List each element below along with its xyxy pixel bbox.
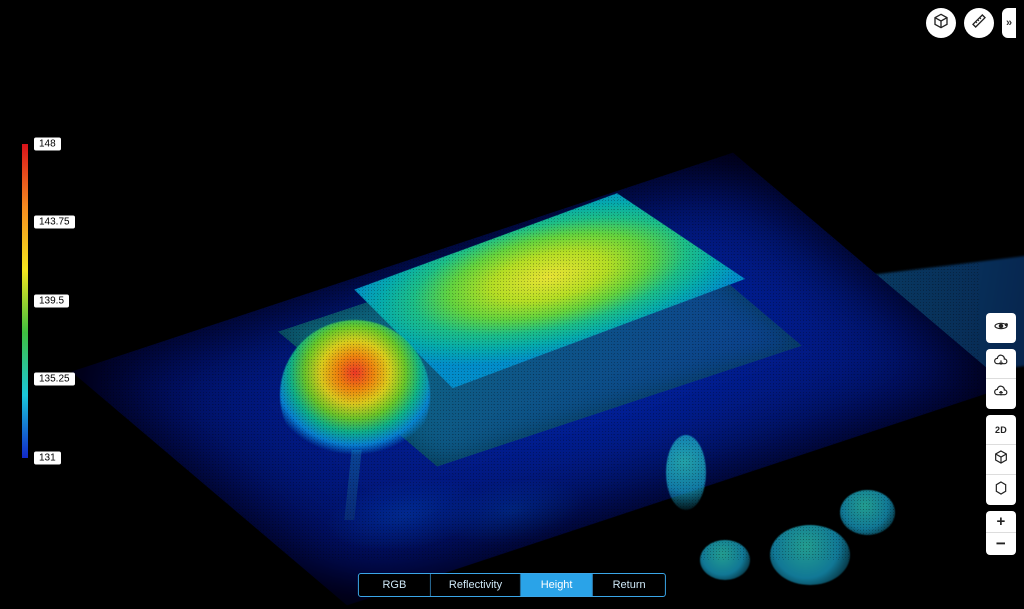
cloud-upload-button[interactable] (986, 379, 1016, 409)
mode-tab-rgb[interactable]: RGB (359, 574, 431, 596)
orbit-icon (993, 318, 1009, 339)
shrub (700, 540, 750, 580)
zoom-group: + − (986, 511, 1016, 555)
cube-tool-button[interactable] (926, 8, 956, 38)
mode-tab-height[interactable]: Height (521, 574, 593, 596)
tree-canopy (280, 320, 430, 470)
box-view-button[interactable] (986, 445, 1016, 475)
plus-icon: + (996, 513, 1005, 530)
zoom-in-button[interactable]: + (986, 511, 1016, 533)
legend-tick: 131 (34, 452, 61, 465)
cloud-tool-group (986, 349, 1016, 409)
shrub (770, 525, 850, 585)
legend-gradient-bar (22, 144, 28, 458)
cloud-download-button[interactable] (986, 349, 1016, 379)
scene (100, 130, 980, 560)
side-toolbar: 2D + − (986, 313, 1016, 555)
mode-tab-return[interactable]: Return (593, 574, 665, 596)
expand-panel-button[interactable]: » (1002, 8, 1016, 38)
view-tool-group: 2D (986, 415, 1016, 505)
legend-tick: 148 (34, 138, 61, 151)
view-2d-button[interactable]: 2D (986, 415, 1016, 445)
mode-tab-reflectivity[interactable]: Reflectivity (431, 574, 521, 596)
chevron-right-icon: » (1006, 17, 1012, 29)
legend-tick: 135.25 (34, 373, 75, 386)
shrub (666, 435, 706, 510)
hexagon-view-button[interactable] (986, 475, 1016, 505)
shrub (840, 490, 895, 535)
orbit-tool-button[interactable] (986, 313, 1016, 343)
cloud-upload-icon (993, 384, 1009, 405)
top-toolbar: » (926, 8, 1016, 38)
ruler-tool-button[interactable] (964, 8, 994, 38)
cube-icon (933, 13, 949, 34)
color-mode-tabs: RGB Reflectivity Height Return (358, 573, 666, 597)
minus-icon: − (996, 534, 1006, 554)
cloud-download-icon (993, 353, 1009, 374)
height-color-legend: 148 143.75 139.5 135.25 131 (14, 136, 68, 466)
point-cloud-viewport[interactable] (0, 0, 1024, 609)
hexagon-icon (993, 480, 1009, 501)
ruler-icon (971, 13, 987, 34)
legend-tick: 143.75 (34, 216, 75, 229)
legend-tick: 139.5 (34, 295, 69, 308)
view-2d-label: 2D (995, 425, 1007, 435)
zoom-out-button[interactable]: − (986, 533, 1016, 555)
box-icon (993, 449, 1009, 470)
